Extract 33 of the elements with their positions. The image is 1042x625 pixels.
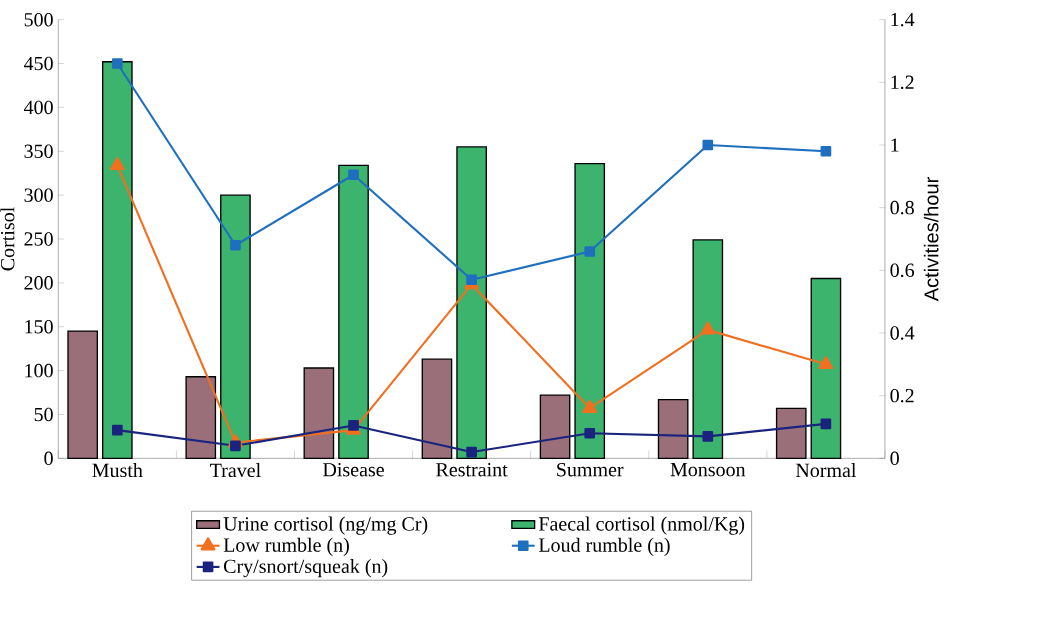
y-tick-label: 500 [24,12,53,27]
y-tick-label: 350 [24,144,53,159]
x-tick-label: Disease [323,463,384,477]
y2-axis-title: Activities/hour [923,177,939,302]
x-tick-label: Restraint [436,463,508,477]
y2-tick-label: 1 [891,138,899,152]
legend-label: Low rumble (n) [223,537,349,556]
y-tick-label: 400 [23,100,53,115]
y-axis-title: Cortisol [0,207,15,271]
x-tick-label: Travel [210,463,261,478]
y2-tick-label: 0.8 [890,200,914,215]
y-tick-label: 0 [44,451,53,466]
y-tick-label: 200 [24,276,53,290]
legend-label: Faecal cortisol (nmol/Kg) [538,516,745,535]
y-tick-label: 150 [25,319,53,334]
y-tick-label: 50 [34,407,53,422]
legend-label: Urine cortisol (ng/mg Cr) [223,516,428,535]
legend-label: Loud rumble (n) [538,537,670,556]
y2-tick-label: 0.4 [890,326,915,340]
y2-tick-label: 1.4 [891,12,915,27]
y2-tick-label: 0 [890,451,899,466]
legend-label: Cry/snort/squeak (n) [223,559,388,578]
x-tick-label: Summer [557,463,624,477]
y-tick-label: 100 [25,363,53,378]
y-tick-label: 250 [24,232,53,246]
y2-tick-label: 0.2 [890,388,914,403]
y-tick-label: 300 [24,188,53,202]
y2-tick-label: 1.2 [891,75,914,90]
y-tick-label: 450 [23,56,53,71]
x-tick-label: Normal [795,463,857,478]
x-tick-label: Monsoon [670,463,746,477]
x-tick-label: Musth [92,463,143,478]
y2-tick-label: 0.6 [890,263,915,278]
